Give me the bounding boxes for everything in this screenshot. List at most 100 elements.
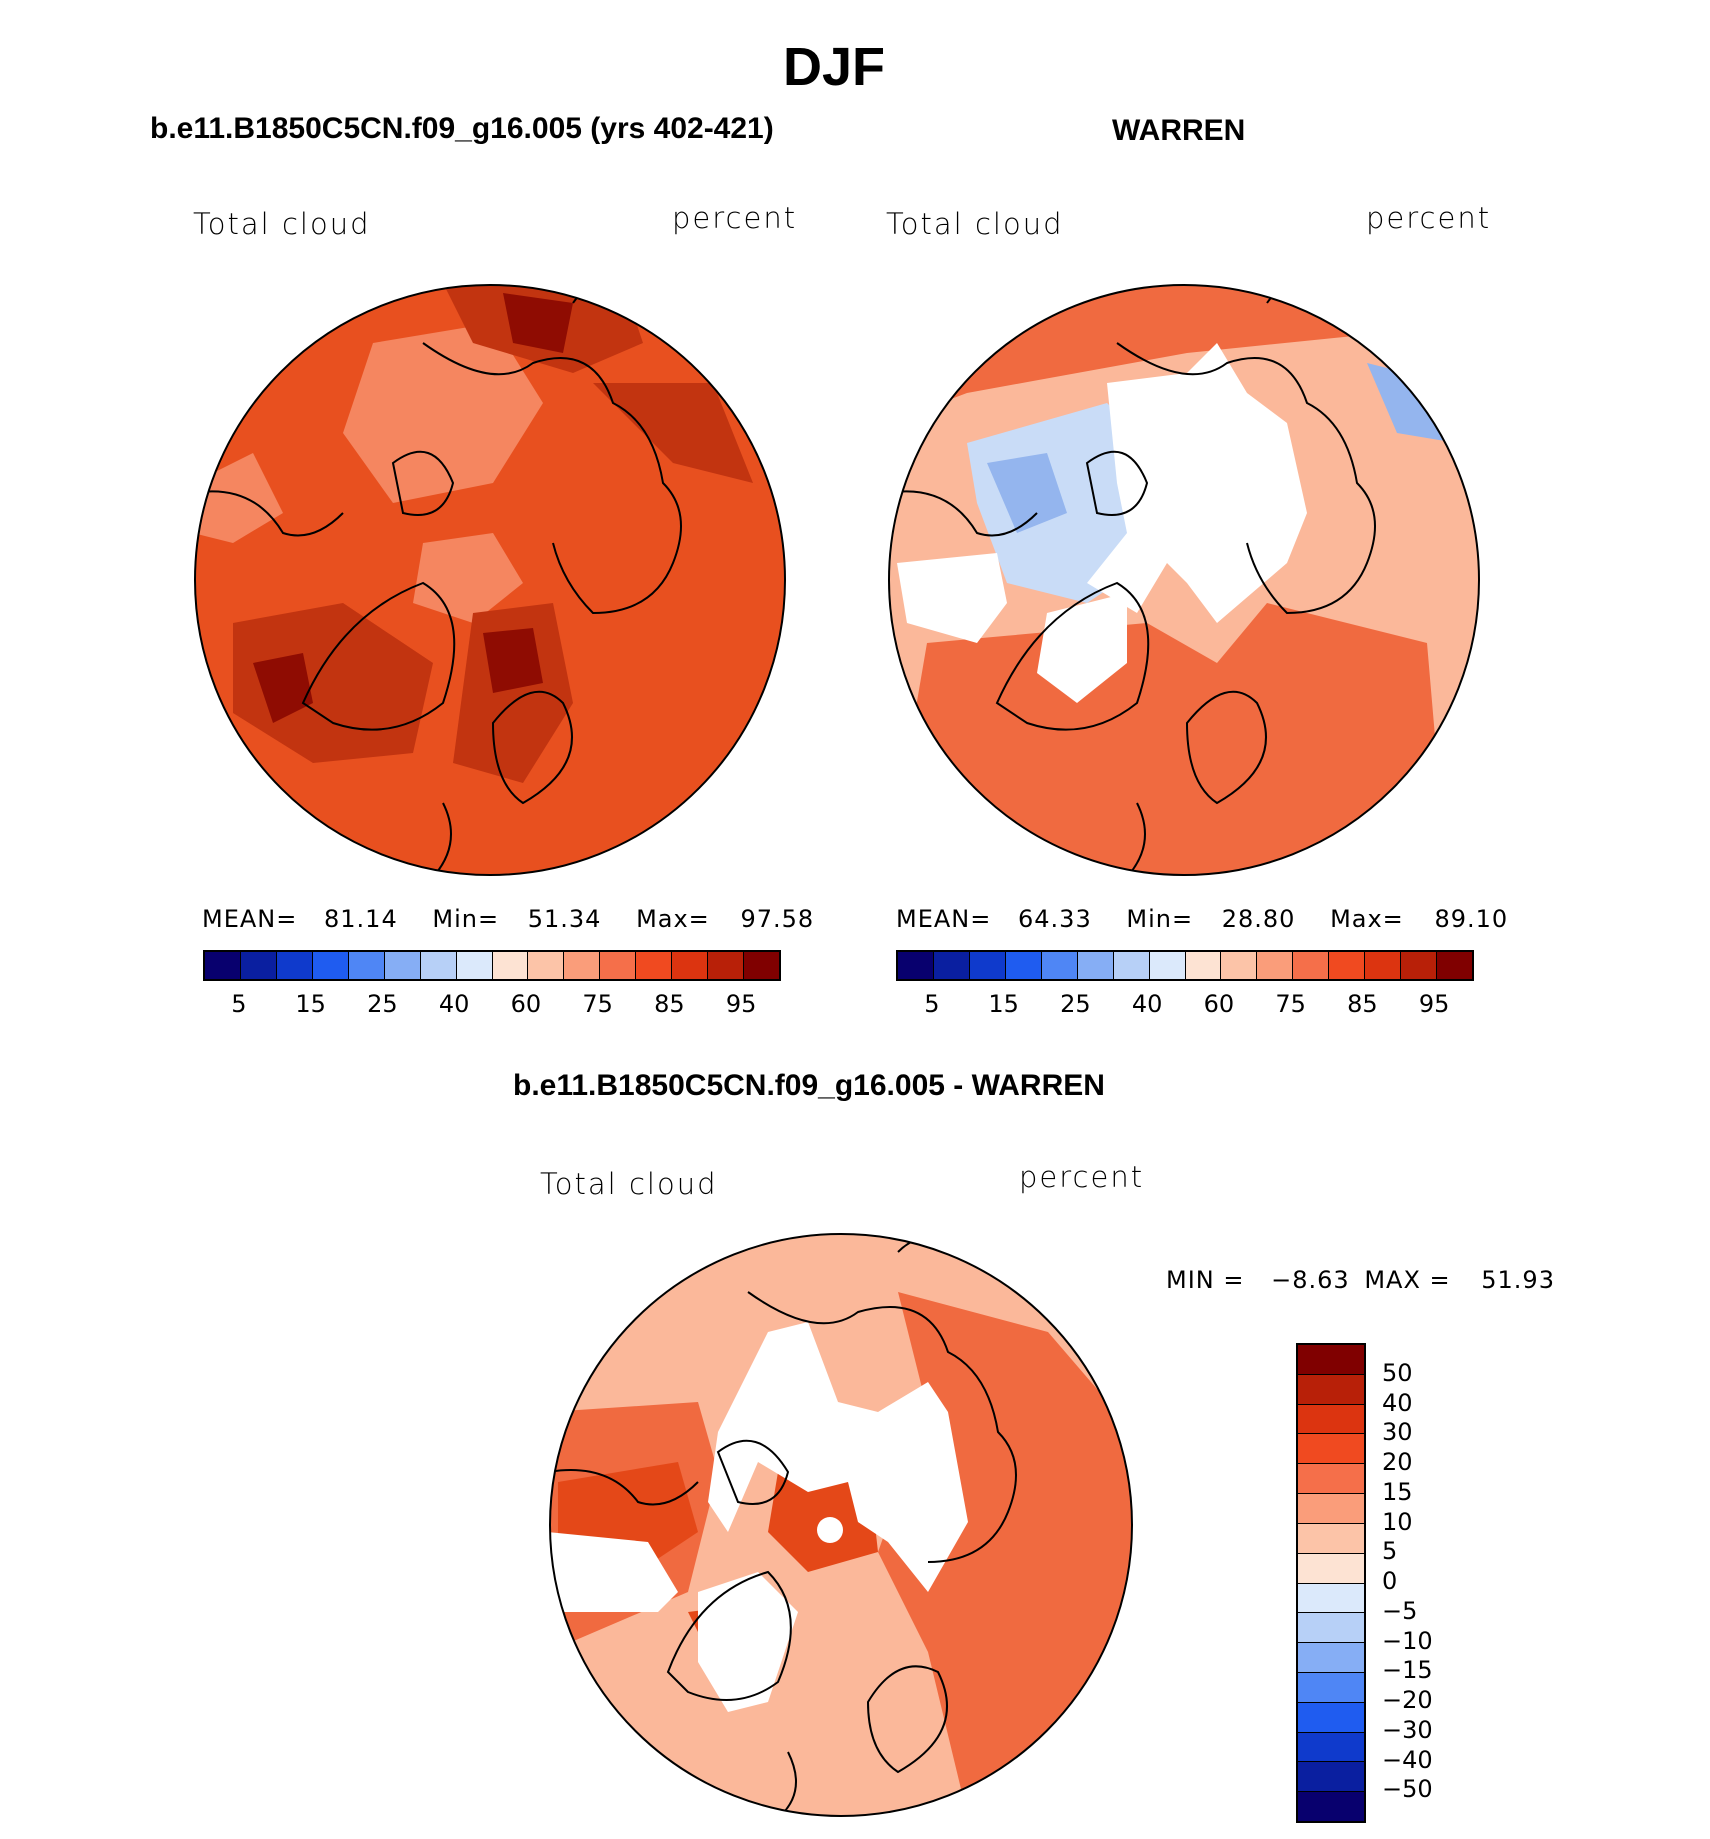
panel2-colorbar-swatch	[1401, 952, 1438, 979]
map-region	[503, 293, 573, 353]
panel3-colorbar-swatch	[1298, 1613, 1364, 1644]
panel3-colorbar-swatch	[1298, 1523, 1364, 1554]
panel3-min-value: −8.63	[1271, 1266, 1350, 1294]
panel1-colorbar-swatch	[672, 952, 709, 979]
panel1-colorbar-swatch	[276, 952, 313, 979]
panel2-mean-label: MEAN=	[896, 905, 992, 933]
panel2-colorbar-swatch	[1077, 952, 1114, 979]
panel2-polar-map	[888, 284, 1480, 876]
panel2-colorbar-ticks: 5 15 25 40 60 75 85 95	[896, 990, 1470, 1020]
panel3-colorbar-swatch	[1298, 1702, 1364, 1733]
panel1-colorbar-tick-label: 40	[438, 990, 470, 1018]
map-region	[550, 1532, 678, 1612]
panel1-title: b.e11.B1850C5CN.f09_g16.005 (yrs 402-421…	[150, 112, 774, 145]
map-region	[483, 628, 543, 693]
panel2-colorbar-swatch	[1113, 952, 1150, 979]
panel2-colorbar	[896, 950, 1474, 981]
panel1-units-label: percent	[672, 201, 798, 235]
panel3-max-value: 51.93	[1481, 1266, 1555, 1294]
panel2-min-label: Min=	[1126, 905, 1194, 933]
panel2-colorbar-swatch	[1185, 952, 1222, 979]
panel1-mean-label: MEAN=	[202, 905, 298, 933]
map-region	[195, 453, 283, 543]
panel2-max-label: Max=	[1330, 905, 1404, 933]
map-region	[253, 653, 313, 723]
panel3-colorbar-swatch	[1298, 1374, 1364, 1405]
panel3-colorbar-tick-label: −5	[1382, 1596, 1418, 1625]
panel1-colorbar-tick-label: 5	[231, 990, 247, 1018]
panel1-max-label: Max=	[636, 905, 710, 933]
map-region	[233, 603, 433, 763]
panel1-colorbar-swatch	[564, 952, 601, 979]
panel2-colorbar-tick-label: 85	[1347, 990, 1378, 1018]
panel3-colorbar-tick-label: −40	[1382, 1745, 1433, 1774]
panel1-colorbar-tick-label: 15	[295, 990, 326, 1018]
panel2-variable-label: Total cloud	[886, 207, 1064, 241]
map-region	[817, 1517, 843, 1543]
panel2-colorbar-swatch	[969, 952, 1006, 979]
panel3-colorbar-tick-label: 5	[1382, 1537, 1398, 1566]
panel1-colorbar-swatch	[744, 952, 779, 979]
panel1-colorbar-tick-label: 95	[725, 990, 757, 1018]
panel1-colorbar-tick-label: 85	[654, 990, 685, 1018]
panel1-colorbar-swatch	[636, 952, 673, 979]
panel1-colorbar-swatch	[240, 952, 277, 979]
panel1-colorbar-ticks: 5 15 25 40 60 75 85 95	[203, 990, 777, 1020]
panel3-stats: MIN = −8.63 MAX = 51.93	[1166, 1266, 1555, 1294]
map-region	[1037, 593, 1127, 703]
map-region	[698, 1572, 798, 1712]
panel1-colorbar-swatch	[600, 952, 637, 979]
panel3-units-label: percent	[1019, 1160, 1145, 1194]
panel2-mean-value: 64.33	[1018, 905, 1092, 933]
panel1-colorbar-tick-label: 75	[582, 990, 613, 1018]
map-region	[708, 1322, 968, 1592]
panel3-colorbar-tick-label: 20	[1382, 1448, 1413, 1476]
map-region	[889, 603, 1447, 875]
panel2-colorbar-tick-label: 75	[1275, 990, 1306, 1018]
panel3-colorbar-tick-label: −15	[1382, 1656, 1433, 1685]
panel2-colorbar-swatch	[1365, 952, 1402, 979]
panel2-colorbar-swatch	[1293, 952, 1330, 979]
panel3-colorbar-swatch	[1298, 1792, 1364, 1821]
panel1-colorbar-tick-label: 60	[510, 990, 542, 1018]
panel2-colorbar-swatch	[933, 952, 970, 979]
panel1-colorbar-tick-label: 25	[367, 990, 398, 1018]
panel2-colorbar-tick-label: 60	[1203, 990, 1235, 1018]
panel1-min-label: Min=	[432, 905, 500, 933]
panel2-colorbar-swatch	[898, 952, 934, 979]
panel1-max-value: 97.58	[740, 905, 815, 933]
panel2-title: WARREN	[1112, 114, 1246, 147]
panel1-colorbar-swatch	[420, 952, 457, 979]
panel1-colorbar-swatch	[312, 952, 349, 979]
panel2-colorbar-swatch	[1257, 952, 1294, 979]
panel3-colorbar-tick-label: 40	[1382, 1388, 1413, 1417]
panel1-colorbar-swatch	[456, 952, 493, 979]
panel3-colorbar-tick-label: 15	[1382, 1477, 1413, 1506]
panel3-colorbar-swatch	[1298, 1345, 1364, 1375]
map-region	[897, 553, 1007, 643]
panel1-colorbar-swatch	[205, 952, 241, 979]
panel3-colorbar-swatch	[1298, 1553, 1364, 1584]
panel1-min-value: 51.34	[527, 905, 602, 933]
panel2-colorbar-swatch	[1041, 952, 1078, 979]
map-region	[453, 603, 573, 783]
panel3-colorbar-swatch	[1298, 1583, 1364, 1614]
map-region	[1187, 498, 1227, 538]
panel3-colorbar-tick-label: 0	[1382, 1567, 1398, 1595]
map-region	[987, 453, 1067, 533]
panel3-colorbar-swatch	[1298, 1643, 1364, 1673]
panel3-colorbar-tick-label: 50	[1382, 1358, 1413, 1387]
panel3-colorbar-swatch	[1298, 1404, 1364, 1435]
panel1-polar-map	[194, 284, 786, 876]
map-region	[343, 323, 543, 503]
panel3-min-label: MIN =	[1166, 1266, 1245, 1294]
panel3-title: b.e11.B1850C5CN.f09_g16.005 - WARREN	[513, 1069, 1105, 1102]
panel1-mean-value: 81.14	[324, 905, 398, 933]
panel3-colorbar-ticks: 50 40 30 20 15 10 5 0 −5 −10 −15 −20 −30 −40 −50	[1372, 1343, 1472, 1819]
panel1-colorbar-swatch	[384, 952, 421, 979]
panel2-units-label: percent	[1366, 201, 1492, 235]
panel2-max-value: 89.10	[1434, 905, 1509, 933]
map-region	[413, 533, 523, 623]
panel3-polar-map	[549, 1233, 1133, 1817]
figure-title: DJF	[783, 37, 886, 97]
